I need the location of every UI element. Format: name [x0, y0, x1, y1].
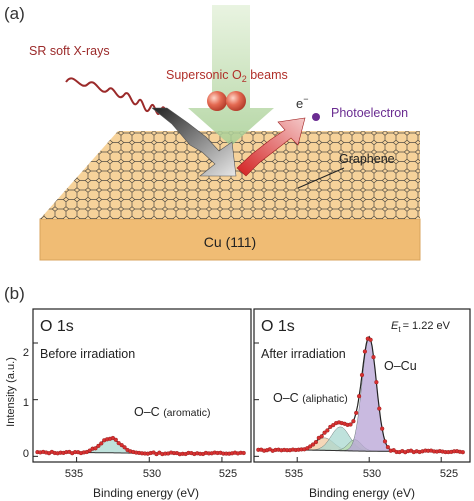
x-tick-label: 530	[143, 468, 161, 480]
data-point	[319, 434, 324, 439]
y-axis-label: Intensity (a.u.)	[5, 357, 17, 427]
beam-arrow	[188, 5, 274, 146]
panel-a: (a) Cu (111) Supersonic O2 beams SR soft…	[4, 4, 421, 261]
right-x-axis-label: Binding energy (eV)	[309, 486, 415, 500]
photoelectron-arrow	[236, 117, 306, 177]
x-tick-label: 525	[440, 468, 458, 480]
xray-arrow	[151, 107, 237, 177]
left-plot-frame	[32, 308, 252, 463]
data-point	[322, 430, 327, 435]
x-tick-label: 535	[65, 468, 83, 480]
data-point	[96, 443, 101, 448]
x-tick-label: 530	[363, 468, 381, 480]
data-point	[241, 450, 246, 456]
data-point	[119, 443, 124, 448]
left-title: O 1s	[40, 318, 74, 335]
data-point	[348, 422, 353, 427]
panel-a-label: (a)	[4, 4, 25, 23]
electron-dot	[312, 113, 320, 121]
right-plot-frame	[253, 308, 471, 463]
data-point	[357, 394, 362, 399]
left-plot-area	[33, 342, 246, 462]
electron-symbol: e−	[296, 94, 309, 111]
right-subtitle: After irradiation	[261, 347, 346, 361]
data-point	[460, 450, 465, 455]
data-point	[93, 446, 98, 451]
data-point	[385, 445, 390, 450]
right-plot-area	[254, 335, 465, 462]
data-point	[313, 440, 318, 445]
data-point	[380, 426, 385, 431]
y-tick-labels: 0 1 2	[23, 347, 29, 460]
panel-b: (b) Intensity (a.u.) 0 1 2 O 1s Before i…	[4, 284, 471, 500]
left-x-axis-label: Binding energy (eV)	[93, 486, 199, 500]
data-point	[382, 439, 388, 444]
y-tick-label: 1	[23, 397, 29, 409]
data-point	[87, 448, 92, 453]
right-title: O 1s	[261, 318, 295, 335]
data-point	[331, 423, 336, 428]
substrate-label: Cu (111)	[204, 234, 256, 250]
data-point	[116, 441, 121, 446]
left-subtitle: Before irradiation	[40, 347, 135, 361]
left-x-tick-labels: 535 530 525	[65, 468, 237, 480]
data-point	[354, 410, 359, 415]
x-tick-label: 535	[285, 468, 303, 480]
graphene-leader	[297, 167, 345, 189]
y-tick-label: 0	[23, 448, 29, 460]
o2-atom-right	[226, 91, 246, 111]
data-point	[113, 437, 118, 442]
right-annotation-oc: O–C (aliphatic)	[273, 391, 348, 405]
right-annotation-ocu: O–Cu	[384, 359, 417, 373]
data-point	[310, 442, 316, 447]
beam-label: Supersonic O2 beams	[166, 68, 288, 84]
right-x-tick-labels: 535 530 525	[285, 468, 458, 480]
data-point	[371, 355, 376, 360]
data-point	[374, 380, 379, 385]
energy-label: Et = 1.22 eV	[391, 320, 451, 334]
o2-atom-left	[207, 91, 227, 111]
data-point	[368, 337, 373, 342]
data-point	[351, 419, 356, 424]
data-point	[122, 445, 127, 450]
data-point	[377, 406, 382, 411]
data-point	[362, 349, 367, 354]
x-tick-label: 525	[219, 468, 237, 480]
substrate-front-face	[39, 218, 421, 261]
xray-label: SR soft X-rays	[29, 44, 110, 58]
left-annotation: O–C (aromatic)	[134, 405, 210, 419]
panel-b-label: (b)	[4, 284, 25, 303]
data-point	[99, 441, 104, 446]
y-tick-label: 2	[23, 347, 29, 359]
data-point	[359, 372, 365, 378]
graphene-label: Graphene	[339, 152, 395, 166]
photoelectron-label: Photoelectron	[331, 106, 408, 120]
data-point	[325, 428, 330, 433]
